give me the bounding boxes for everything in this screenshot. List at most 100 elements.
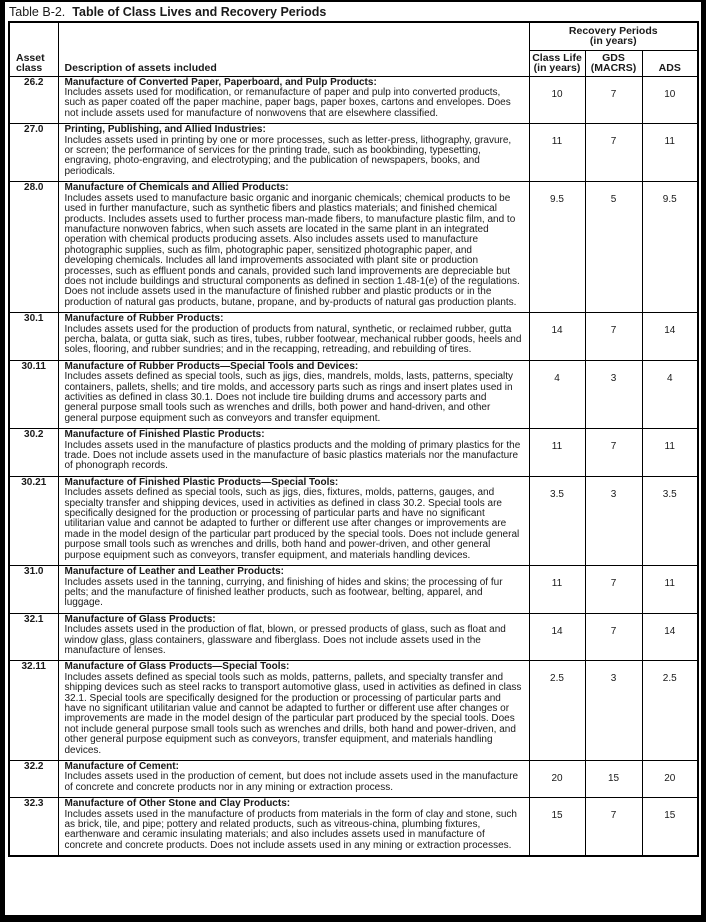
asset-class-cell: 30.1 <box>8 312 59 361</box>
ads-value-cell: 11 <box>641 428 699 477</box>
asset-category-description: Includes assets defined as special tools… <box>64 371 514 424</box>
asset-category-description: Includes assets used in printing by one … <box>64 134 512 177</box>
ads-value-cell: 20 <box>641 759 699 799</box>
col-header-ads: ADS <box>641 49 699 77</box>
class-life-value-cell: 11 <box>528 123 586 183</box>
asset-category-heading: Manufacture of Rubber Products—Special T… <box>64 360 359 372</box>
asset-class-cell: 32.1 <box>8 612 59 662</box>
ads-value-cell: 11 <box>641 565 699 614</box>
header-row-sub: Class Life (in years) GDS (MACRS) ADS <box>9 49 699 77</box>
ads-value-cell: 9.5 <box>641 181 699 314</box>
gds-value-cell: 7 <box>584 612 643 662</box>
asset-category-description: Includes assets used for the production … <box>64 323 522 356</box>
gds-value-cell: 7 <box>584 123 643 183</box>
col-header-description: Description of assets included <box>57 21 530 77</box>
asset-class-cell: 28.0 <box>8 181 59 314</box>
description-cell: Manufacture of Finished Plastic Products… <box>57 428 530 477</box>
asset-class-cell: 32.3 <box>8 797 59 857</box>
class-lives-recovery-periods-table: Asset class Description of assets includ… <box>8 21 699 858</box>
asset-category-description: Includes assets defined as special tools… <box>64 671 522 756</box>
asset-category-description: Includes assets used in the manufacture … <box>64 808 517 851</box>
table-row: 32.3 Manufacture of Other Stone and Clay… <box>8 797 699 857</box>
description-cell: Manufacture of Finished Plastic Products… <box>57 475 530 567</box>
table-row: 30.1 Manufacture of Rubber Products: Inc… <box>8 312 699 361</box>
class-life-value-cell: 11 <box>528 565 586 614</box>
description-cell: Manufacture of Chemicals and Allied Prod… <box>57 181 530 314</box>
asset-category-heading: Printing, Publishing, and Allied Industr… <box>64 124 266 136</box>
asset-category-description: Includes assets used in the tanning, cur… <box>64 576 503 609</box>
asset-category-description: Includes assets used in the manufacture … <box>64 439 521 472</box>
description-cell: Manufacture of Glass Products—Special To… <box>57 660 530 761</box>
gds-value-cell: 3 <box>584 475 643 567</box>
ads-value-cell: 4 <box>641 359 699 430</box>
description-cell: Manufacture of Glass Products: Includes … <box>57 612 530 662</box>
description-cell: Manufacture of Converted Paper, Paperboa… <box>57 75 530 125</box>
col-header-recovery-periods: Recovery Periods (in years) <box>528 21 699 51</box>
asset-class-cell: 32.2 <box>8 759 59 799</box>
header-row-top: Asset class Description of assets includ… <box>8 21 699 77</box>
class-life-value-cell: 15 <box>528 797 586 857</box>
table-row: 32.1 Manufacture of Glass Products: Incl… <box>8 612 699 662</box>
ads-value-cell: 15 <box>641 797 699 857</box>
asset-class-cell: 27.0 <box>8 123 59 183</box>
ads-value-cell: 2.5 <box>641 660 699 761</box>
asset-class-cell: 31.0 <box>8 565 59 614</box>
class-life-value-cell: 9.5 <box>528 181 586 314</box>
gds-value-cell: 3 <box>584 359 643 430</box>
table-body: 26.2 Manufacture of Converted Paper, Pap… <box>8 75 699 857</box>
asset-category-heading: Manufacture of Other Stone and Clay Prod… <box>64 798 291 810</box>
description-cell: Printing, Publishing, and Allied Industr… <box>57 123 530 183</box>
ads-value-cell: 3.5 <box>641 475 699 567</box>
col-header-asset-class: Asset class <box>8 21 59 77</box>
ads-value-cell: 10 <box>641 75 699 125</box>
asset-category-heading: Manufacture of Finished Plastic Products… <box>64 429 265 441</box>
asset-category-heading: Manufacture of Cement: <box>64 761 179 772</box>
description-cell: Manufacture of Leather and Leather Produ… <box>57 565 530 614</box>
asset-category-description: Includes assets defined as special tools… <box>64 487 520 561</box>
table-row: 32.11 Manufacture of Glass Products—Spec… <box>8 660 699 761</box>
asset-class-cell: 32.11 <box>8 660 59 761</box>
table-row: 30.21 Manufacture of Finished Plastic Pr… <box>8 475 699 567</box>
asset-category-heading: Manufacture of Rubber Products: <box>64 313 224 325</box>
table-row: 28.0 Manufacture of Chemicals and Allied… <box>8 181 699 314</box>
class-life-value-cell: 10 <box>528 75 586 125</box>
gds-value-cell: 3 <box>584 660 643 761</box>
ads-value-cell: 11 <box>641 123 699 183</box>
table-header: Asset class Description of assets includ… <box>8 21 699 77</box>
gds-value-cell: 7 <box>584 797 643 857</box>
asset-category-heading: Manufacture of Glass Products: <box>64 613 216 625</box>
col-header-gds-macrs: GDS (MACRS) <box>584 49 643 77</box>
asset-category-heading: Manufacture of Chemicals and Allied Prod… <box>64 182 289 194</box>
class-life-value-cell: 14 <box>528 312 586 361</box>
asset-category-heading: Manufacture of Finished Plastic Products… <box>64 476 339 488</box>
table-row: 30.11 Manufacture of Rubber Products—Spe… <box>8 359 699 430</box>
description-cell: Manufacture of Rubber Products—Special T… <box>57 359 530 430</box>
asset-category-description: Includes assets used in the production o… <box>64 771 519 793</box>
asset-category-description: Includes assets used in the production o… <box>64 624 506 656</box>
gds-value-cell: 15 <box>584 759 643 799</box>
asset-class-cell: 30.21 <box>8 475 59 567</box>
asset-class-cell: 30.11 <box>8 359 59 430</box>
table-row: 26.2 Manufacture of Converted Paper, Pap… <box>8 75 699 125</box>
class-life-value-cell: 3.5 <box>528 475 586 567</box>
gds-value-cell: 7 <box>584 428 643 477</box>
ads-value-cell: 14 <box>641 612 699 662</box>
class-life-value-cell: 2.5 <box>528 660 586 761</box>
description-cell: Manufacture of Rubber Products: Includes… <box>57 312 530 361</box>
table-row: 32.2 Manufacture of Cement: Includes ass… <box>8 759 699 799</box>
asset-class-cell: 30.2 <box>8 428 59 477</box>
gds-value-cell: 7 <box>584 75 643 125</box>
table-row: 27.0 Printing, Publishing, and Allied In… <box>8 123 699 183</box>
ads-value-cell: 14 <box>641 312 699 361</box>
class-life-value-cell: 11 <box>528 428 586 477</box>
table-title-prefix: Table B-2. <box>9 5 66 19</box>
asset-class-cell: 26.2 <box>8 75 59 125</box>
gds-value-cell: 7 <box>584 565 643 614</box>
asset-category-heading: Manufacture of Glass Products—Special To… <box>64 661 290 673</box>
asset-category-heading: Manufacture of Converted Paper, Paperboa… <box>64 76 377 88</box>
class-life-value-cell: 20 <box>528 759 586 799</box>
class-life-value-cell: 14 <box>528 612 586 662</box>
col-header-class-life: Class Life (in years) <box>528 49 586 77</box>
asset-category-heading: Manufacture of Leather and Leather Produ… <box>64 566 284 578</box>
